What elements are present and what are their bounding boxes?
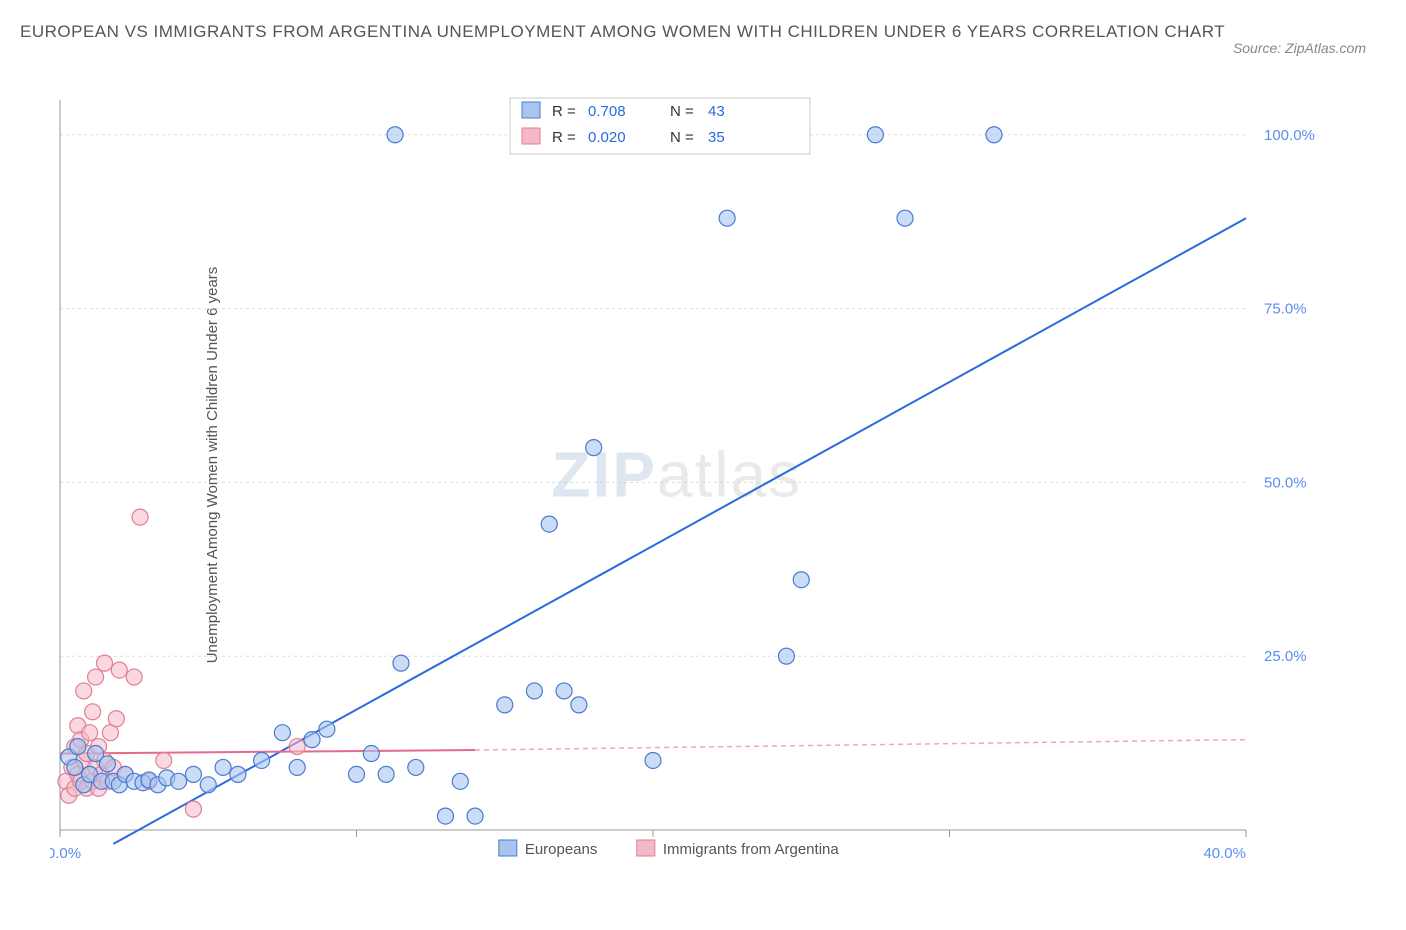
data-point-europeans (986, 127, 1002, 143)
data-point-europeans (645, 752, 661, 768)
data-point-europeans (289, 759, 305, 775)
data-point-europeans (452, 773, 468, 789)
data-point-europeans (99, 756, 115, 772)
data-point-argentina (85, 704, 101, 720)
data-point-argentina (289, 739, 305, 755)
data-point-europeans (274, 725, 290, 741)
legend-n-label: N = (670, 103, 694, 120)
data-point-europeans (571, 697, 587, 713)
bottom-legend-swatch (499, 840, 517, 856)
data-point-europeans (67, 759, 83, 775)
data-point-europeans (408, 759, 424, 775)
data-point-europeans (171, 773, 187, 789)
legend-n-value: 43 (708, 103, 725, 120)
legend-r-value: 0.020 (588, 129, 626, 146)
data-point-europeans (378, 766, 394, 782)
source-attribution: Source: ZipAtlas.com (1233, 40, 1366, 56)
data-point-europeans (304, 732, 320, 748)
data-point-europeans (541, 516, 557, 532)
data-point-europeans (719, 210, 735, 226)
data-point-europeans (200, 777, 216, 793)
y-tick-label: 50.0% (1264, 474, 1307, 491)
data-point-europeans (556, 683, 572, 699)
data-point-argentina (96, 655, 112, 671)
scatter-plot: 25.0%50.0%75.0%100.0%ZIPatlas0.0%40.0%R … (50, 90, 1326, 870)
data-point-europeans (70, 739, 86, 755)
x-tick-label: 0.0% (50, 845, 81, 862)
data-point-europeans (497, 697, 513, 713)
legend-n-value: 35 (708, 129, 725, 146)
trend-line-argentina-dash (475, 740, 1246, 750)
y-tick-label: 75.0% (1264, 301, 1307, 318)
data-point-europeans (349, 766, 365, 782)
data-point-europeans (387, 127, 403, 143)
data-point-argentina (108, 711, 124, 727)
data-point-europeans (897, 210, 913, 226)
legend-swatch (522, 102, 540, 118)
data-point-europeans (363, 746, 379, 762)
legend-swatch (522, 128, 540, 144)
legend-n-label: N = (670, 129, 694, 146)
y-tick-label: 100.0% (1264, 127, 1315, 144)
data-point-argentina (111, 662, 127, 678)
data-point-argentina (76, 683, 92, 699)
bottom-legend-label: Europeans (525, 841, 598, 858)
data-point-europeans (230, 766, 246, 782)
legend-r-label: R = (552, 129, 576, 146)
data-point-europeans (586, 440, 602, 456)
data-point-argentina (126, 669, 142, 685)
trend-line-argentina-solid (60, 750, 475, 753)
legend-r-label: R = (552, 103, 576, 120)
data-point-europeans (867, 127, 883, 143)
data-point-europeans (793, 572, 809, 588)
data-point-europeans (437, 808, 453, 824)
data-point-europeans (393, 655, 409, 671)
data-point-europeans (185, 766, 201, 782)
plot-svg: 25.0%50.0%75.0%100.0%ZIPatlas0.0%40.0%R … (50, 90, 1326, 870)
trend-line-europeans (113, 218, 1246, 844)
data-point-europeans (467, 808, 483, 824)
bottom-legend-swatch (637, 840, 655, 856)
chart-title: EUROPEAN VS IMMIGRANTS FROM ARGENTINA UN… (20, 18, 1386, 45)
data-point-europeans (215, 759, 231, 775)
data-point-europeans (778, 648, 794, 664)
data-point-europeans (319, 721, 335, 737)
legend-r-value: 0.708 (588, 103, 626, 120)
data-point-argentina (185, 801, 201, 817)
y-tick-label: 25.0% (1264, 648, 1307, 665)
x-tick-label: 40.0% (1203, 845, 1246, 862)
data-point-argentina (156, 752, 172, 768)
data-point-argentina (82, 725, 98, 741)
data-point-europeans (254, 752, 270, 768)
bottom-legend-label: Immigrants from Argentina (663, 841, 840, 858)
data-point-argentina (132, 509, 148, 525)
data-point-argentina (88, 669, 104, 685)
data-point-europeans (526, 683, 542, 699)
